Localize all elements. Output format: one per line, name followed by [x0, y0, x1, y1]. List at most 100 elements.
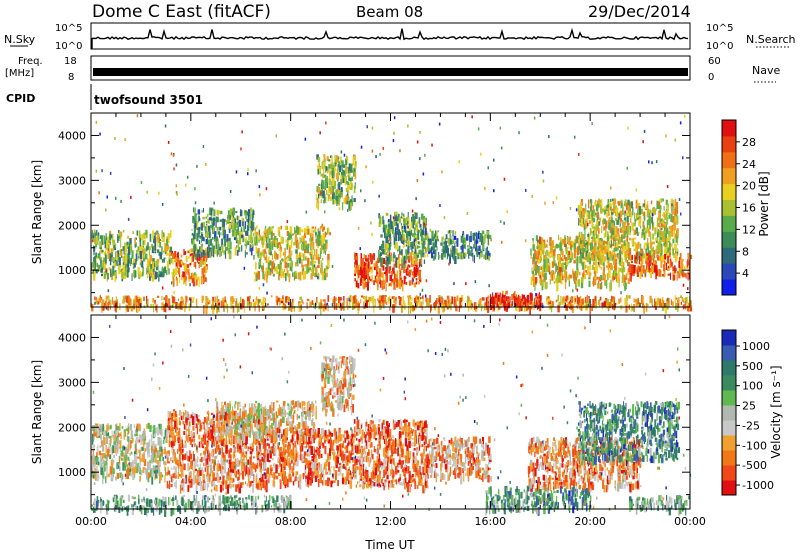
echo-cell	[212, 305, 215, 314]
echo-cell	[216, 295, 218, 304]
echo-cell	[201, 228, 203, 231]
echo-cell	[271, 253, 273, 260]
echo-cell	[292, 298, 294, 306]
echo-cell	[635, 266, 637, 274]
echo-cell	[309, 228, 311, 234]
echo-cell	[585, 250, 589, 257]
echo-cell	[535, 235, 538, 242]
echo-cell	[409, 280, 412, 286]
echo-cell	[289, 226, 293, 235]
echo-cell	[464, 243, 466, 250]
echo-cell	[678, 265, 682, 274]
echo-cell	[369, 253, 371, 261]
nave-tick-bottom: 0	[708, 72, 714, 83]
echo-cell	[255, 235, 258, 244]
echo-cell	[225, 300, 227, 309]
echo-cell	[666, 244, 669, 253]
echo-cell	[194, 224, 196, 233]
freq-label: Freq.	[18, 56, 43, 67]
echo-cell	[683, 304, 686, 309]
echo-cell	[219, 219, 223, 222]
echo-cell	[249, 234, 252, 243]
echo-cell	[367, 299, 369, 303]
echo-cell	[103, 466, 106, 472]
echo-cell	[580, 300, 582, 305]
echo-cell	[448, 230, 451, 234]
echo-cell	[597, 246, 600, 249]
echo-cell	[183, 248, 185, 256]
echo-cell	[658, 241, 661, 250]
echo-cell	[379, 254, 382, 260]
echo-cell	[175, 163, 178, 167]
echo-cell	[317, 157, 321, 163]
echo-cell	[605, 249, 608, 255]
echo-cell	[363, 267, 366, 275]
echo-cell	[412, 242, 414, 247]
echo-cell	[639, 267, 641, 272]
echo-cell	[310, 234, 312, 240]
echo-cell	[149, 469, 152, 478]
echo-cell	[664, 249, 667, 256]
echo-cell	[424, 248, 427, 252]
echo-cell	[588, 280, 591, 288]
echo-cell	[655, 237, 658, 241]
echo-cell	[532, 256, 534, 265]
echo-cell	[641, 253, 643, 257]
echo-cell	[443, 216, 446, 220]
echo-cell	[552, 201, 554, 205]
echo-cell	[413, 256, 416, 259]
echo-cell	[612, 275, 614, 282]
echo-cell	[210, 208, 213, 216]
echo-cell	[306, 247, 310, 254]
echo-cell	[167, 233, 170, 240]
echo-cell	[253, 237, 256, 246]
echo-cell	[501, 240, 503, 244]
echo-cell	[159, 274, 162, 277]
echo-cell	[647, 246, 649, 254]
echo-cell	[127, 448, 129, 453]
echo-cell	[222, 298, 225, 302]
echo-cell	[616, 208, 619, 217]
echo-cell	[338, 196, 340, 205]
echo-cell	[627, 278, 630, 284]
colorbar-swatch	[722, 167, 736, 185]
echo-cell	[594, 201, 597, 207]
echo-cell	[258, 300, 260, 304]
echo-cell	[637, 265, 639, 273]
echo-cell	[612, 296, 614, 302]
echo-cell	[658, 230, 661, 238]
echo-cell	[311, 269, 314, 276]
echo-cell	[202, 216, 205, 220]
echo-cell	[381, 281, 384, 290]
echo-cell	[202, 274, 204, 279]
echo-cell	[118, 462, 120, 469]
echo-cell	[650, 248, 654, 252]
echo-cell	[638, 252, 641, 257]
echo-cell	[185, 277, 187, 286]
echo-cell	[556, 275, 559, 283]
echo-cell	[331, 303, 334, 307]
echo-cell	[575, 247, 577, 253]
echo-cell	[109, 435, 112, 438]
echo-cell	[399, 300, 402, 306]
echo-cell	[280, 236, 283, 244]
echo-cell	[621, 249, 624, 253]
echo-cell	[386, 257, 389, 262]
echo-cell	[265, 233, 268, 241]
echo-cell	[600, 204, 603, 213]
echo-cell	[338, 183, 341, 190]
echo-cell	[570, 305, 573, 310]
echo-cell	[584, 265, 587, 269]
echo-cell	[338, 300, 341, 305]
echo-cell	[379, 278, 381, 285]
echo-cell	[97, 254, 101, 259]
echo-cell	[161, 448, 163, 457]
echo-cell	[158, 465, 160, 471]
echo-cell	[559, 267, 562, 273]
echo-cell	[172, 299, 175, 308]
echo-cell	[323, 199, 326, 204]
echo-cell	[646, 253, 648, 256]
echo-cell	[386, 243, 389, 251]
echo-cell	[193, 210, 196, 215]
echo-cell	[568, 273, 571, 281]
